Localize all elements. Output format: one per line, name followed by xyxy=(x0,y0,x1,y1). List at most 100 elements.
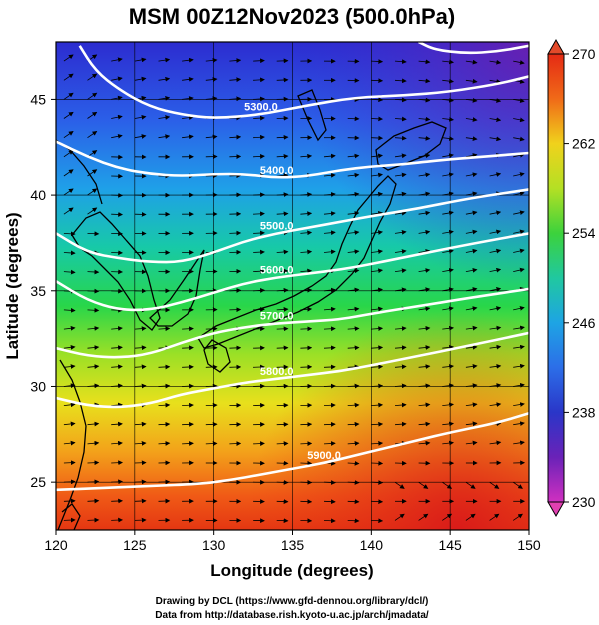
chart-title: MSM 00Z12Nov2023 (500.0hPa) xyxy=(129,4,456,29)
streamline-arrow xyxy=(418,78,431,84)
streamline-arrow xyxy=(253,134,265,140)
streamline-arrow xyxy=(418,249,431,254)
streamline-arrow xyxy=(465,97,478,103)
streamline-arrow xyxy=(300,306,313,312)
streamline-arrow xyxy=(323,518,336,524)
streamline-arrow xyxy=(205,364,218,370)
streamline-arrow xyxy=(442,481,453,489)
streamline-arrow xyxy=(489,229,502,235)
streamline-arrow xyxy=(63,517,76,523)
streamline-arrow xyxy=(347,441,360,446)
streamline-arrow xyxy=(465,136,478,142)
streamline-arrow xyxy=(394,287,407,293)
streamline-arrow xyxy=(276,77,289,83)
streamline-arrow xyxy=(489,248,502,254)
streamline-arrow xyxy=(489,363,502,369)
streamline-arrow xyxy=(442,325,454,331)
x-tick-label: 125 xyxy=(123,537,147,553)
streamline-arrow xyxy=(442,513,453,521)
y-axis-label: Latitude (degrees) xyxy=(3,212,22,359)
streamline-arrow xyxy=(158,134,171,139)
streamline-arrow xyxy=(418,172,431,178)
streamline-arrow xyxy=(134,364,147,370)
streamline-arrow xyxy=(371,287,383,293)
streamline-arrow xyxy=(418,402,431,408)
streamline-arrow xyxy=(182,441,194,446)
streamline-arrow xyxy=(253,441,265,446)
streamline-arrow xyxy=(63,383,76,389)
streamline-arrow xyxy=(394,326,407,331)
streamline-arrow xyxy=(442,191,454,197)
streamline-arrow xyxy=(87,517,100,523)
streamline-arrow xyxy=(205,77,218,82)
y-axis: 25 30 35 40 45 xyxy=(30,91,56,490)
streamline-arrow xyxy=(253,211,265,217)
streamline-arrow xyxy=(276,307,289,312)
streamline-arrow xyxy=(205,421,218,427)
streamline-arrow xyxy=(253,307,265,312)
streamline-arrow xyxy=(371,116,384,122)
streamline-arrow xyxy=(63,307,76,313)
streamline-arrow xyxy=(63,498,76,504)
streamline-arrow xyxy=(87,440,100,446)
streamline-arrow xyxy=(371,460,384,466)
streamline-arrow xyxy=(323,230,336,236)
streamline-arrow xyxy=(394,513,405,521)
streamline-arrow xyxy=(418,268,431,273)
streamline-arrow xyxy=(394,364,407,370)
contour-label: 5900.0 xyxy=(307,450,341,462)
streamline-arrow xyxy=(442,172,454,178)
streamline-arrow xyxy=(63,440,76,446)
streamline-arrow xyxy=(253,58,265,64)
streamline-arrow xyxy=(323,326,336,332)
streamline-arrow xyxy=(63,325,76,331)
streamline-arrow xyxy=(253,383,265,389)
streamline-arrow xyxy=(63,402,76,408)
streamline-arrow xyxy=(229,230,242,236)
streamline-arrow xyxy=(323,499,336,505)
streamline-arrow xyxy=(465,481,476,489)
streamline-arrow xyxy=(371,421,384,427)
streamline-arrow xyxy=(87,421,100,427)
streamline-arrow xyxy=(347,211,360,216)
streamline-arrow xyxy=(513,210,525,216)
streamline-arrow xyxy=(63,421,76,427)
streamline-arrow xyxy=(87,188,98,196)
streamline-arrow xyxy=(489,79,502,84)
streamline-arrow xyxy=(253,230,265,236)
x-tick-label: 130 xyxy=(202,537,226,553)
streamline-arrow xyxy=(347,306,360,312)
streamline-arrow xyxy=(323,306,336,312)
streamline-arrow xyxy=(111,460,123,466)
streamline-arrow xyxy=(229,441,242,446)
streamline-arrow xyxy=(158,76,171,82)
streamline-arrow xyxy=(394,172,407,178)
streamline-arrow xyxy=(418,421,431,427)
streamline-arrow xyxy=(87,131,98,139)
streamline-arrow xyxy=(465,383,478,388)
streamline-arrow xyxy=(87,231,100,237)
streamline-arrow xyxy=(229,134,242,140)
streamline-arrow xyxy=(347,480,360,485)
streamline-arrow xyxy=(182,134,194,140)
streamline-arrow xyxy=(513,60,525,65)
contour-line xyxy=(56,331,529,409)
streamline-arrow xyxy=(371,172,383,178)
streamline-arrow xyxy=(276,326,289,332)
streamline-arrow xyxy=(111,114,123,120)
streamline-arrow xyxy=(205,58,218,63)
streamline-arrow xyxy=(87,345,100,350)
streamline-arrow xyxy=(489,513,500,521)
streamline-arrow xyxy=(134,498,147,504)
streamline-arrow xyxy=(442,248,454,254)
contour-label: 5600.0 xyxy=(260,264,294,276)
streamline-arrow xyxy=(465,191,478,197)
streamline-arrow xyxy=(111,76,123,82)
streamline-arrow xyxy=(442,383,454,389)
streamline-arrow xyxy=(442,210,454,216)
streamline-arrow xyxy=(512,513,523,521)
streamline-arrow xyxy=(489,306,502,311)
streamline-arrow xyxy=(323,345,336,351)
streamline-arrow xyxy=(347,383,360,389)
streamline-arrow xyxy=(229,345,242,351)
